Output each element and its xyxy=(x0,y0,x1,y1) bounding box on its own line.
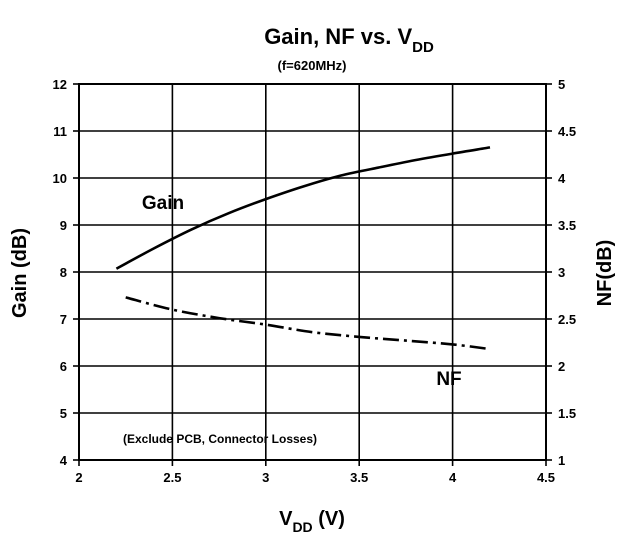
y-right-tick-label: 2.5 xyxy=(558,312,576,327)
y-right-tick-label: 4.5 xyxy=(558,124,576,139)
series-line-gain xyxy=(115,146,491,270)
grid xyxy=(73,83,552,466)
y-right-tick-label: 2 xyxy=(558,359,565,374)
y-right-tick-label: 4 xyxy=(558,171,566,186)
tick-labels: 2 2.5 3 3.5 4 4.5 4 5 6 7 8 9 10 11 12 1 1.5 2 2.5 3 3.5 4 4.5… xyxy=(53,77,577,485)
series-lines xyxy=(115,146,491,351)
y-axis-label-right: NF(dB) xyxy=(594,240,616,307)
y-left-tick-label: 6 xyxy=(60,359,67,374)
x-tick-label: 4.5 xyxy=(537,470,555,485)
y-left-tick-label: 5 xyxy=(60,406,67,421)
y-right-tick-label: 3.5 xyxy=(558,218,576,233)
y-left-tick-label: 8 xyxy=(60,265,67,280)
x-axis-label: VDD (V) xyxy=(279,508,345,535)
x-tick-label: 3.5 xyxy=(350,470,368,485)
y-axis-label-left: Gain (dB) xyxy=(9,228,31,318)
series-label-nf: NF xyxy=(436,369,461,390)
y-right-tick-label: 1 xyxy=(558,453,565,468)
y-left-tick-label: 9 xyxy=(60,218,67,233)
y-right-tick-label: 5 xyxy=(558,77,565,92)
y-left-tick-label: 10 xyxy=(53,171,67,186)
series-line-nf xyxy=(125,296,491,351)
y-right-tick-label: 3 xyxy=(558,265,565,280)
y-left-tick-label: 7 xyxy=(60,312,67,327)
y-right-tick-label: 1.5 xyxy=(558,406,576,421)
x-tick-label: 2 xyxy=(75,470,82,485)
x-tick-label: 2.5 xyxy=(163,470,181,485)
x-tick-label: 3 xyxy=(262,470,269,485)
annotation-text: (Exclude PCB, Connector Losses) xyxy=(123,432,317,446)
plot-frame xyxy=(78,83,547,461)
series-label-gain: Gain xyxy=(142,193,184,214)
chart-subtitle: (f=620MHz) xyxy=(278,58,347,73)
y-left-tick-label: 12 xyxy=(53,77,67,92)
chart-title: Gain, NF vs. VDD xyxy=(264,24,434,56)
x-tick-label: 4 xyxy=(449,470,457,485)
y-left-tick-label: 4 xyxy=(60,453,68,468)
y-left-tick-label: 11 xyxy=(53,124,67,139)
